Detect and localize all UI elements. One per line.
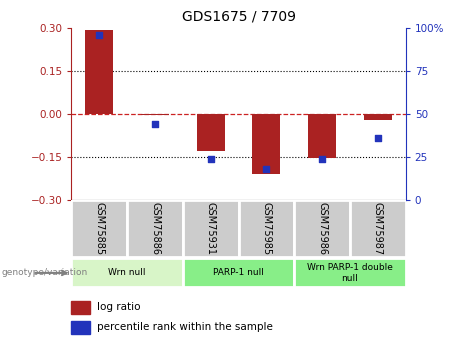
Point [151, 121, 159, 127]
FancyBboxPatch shape [127, 200, 183, 257]
Text: GSM75987: GSM75987 [373, 202, 383, 255]
FancyBboxPatch shape [183, 200, 238, 257]
Text: genotype/variation: genotype/variation [1, 268, 88, 277]
Text: GSM75931: GSM75931 [206, 202, 216, 255]
FancyBboxPatch shape [294, 200, 350, 257]
Text: percentile rank within the sample: percentile rank within the sample [96, 322, 272, 332]
Point [263, 166, 270, 172]
Bar [71, 321, 90, 334]
FancyBboxPatch shape [183, 258, 294, 287]
Bar [253, 114, 280, 174]
Bar [364, 114, 392, 120]
Text: log ratio: log ratio [96, 303, 140, 313]
Text: PARP-1 null: PARP-1 null [213, 268, 264, 277]
FancyBboxPatch shape [350, 200, 406, 257]
Text: GSM75886: GSM75886 [150, 202, 160, 255]
FancyBboxPatch shape [238, 200, 294, 257]
Bar [85, 30, 113, 114]
Point [207, 156, 214, 161]
Bar [71, 301, 90, 314]
Point [374, 135, 382, 141]
Text: GSM75985: GSM75985 [261, 202, 272, 255]
FancyBboxPatch shape [71, 258, 183, 287]
FancyBboxPatch shape [71, 200, 127, 257]
Point [319, 156, 326, 161]
Text: Wrn null: Wrn null [108, 268, 146, 277]
Text: Wrn PARP-1 double
null: Wrn PARP-1 double null [307, 263, 393, 283]
Title: GDS1675 / 7709: GDS1675 / 7709 [182, 10, 296, 24]
Text: GSM75885: GSM75885 [95, 202, 104, 255]
Bar [141, 114, 169, 115]
Bar [308, 114, 336, 158]
Bar [197, 114, 225, 151]
FancyBboxPatch shape [294, 258, 406, 287]
Text: GSM75986: GSM75986 [317, 202, 327, 255]
Point [95, 32, 103, 37]
